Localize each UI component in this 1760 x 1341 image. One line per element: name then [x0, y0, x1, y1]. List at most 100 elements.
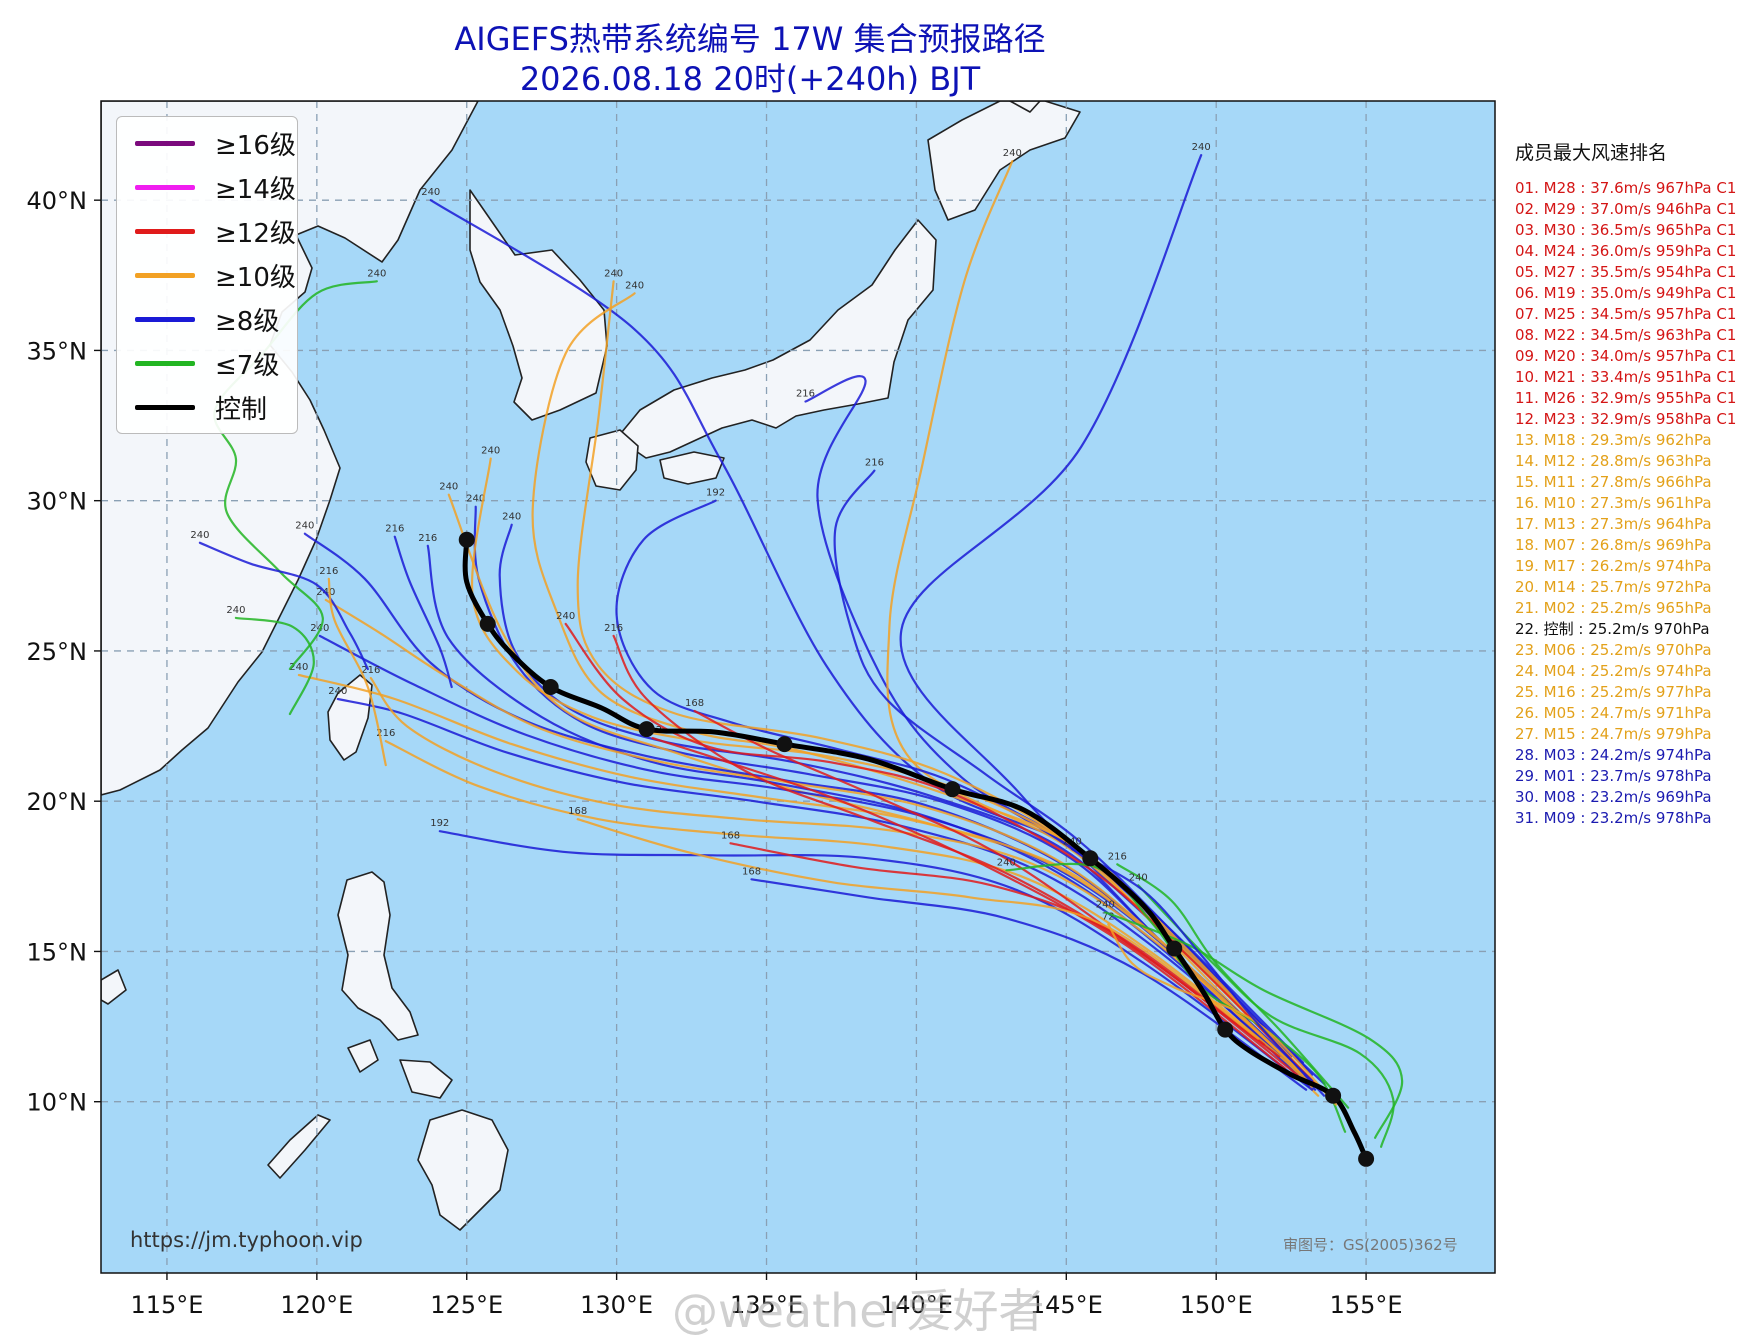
control-track-line: [462, 537, 1369, 1162]
ensemble-track-line: [833, 469, 1293, 1058]
lon-tick-label: 125°E: [430, 1291, 503, 1319]
ranking-item: 16. M10 : 27.3m/s 961hPa: [1515, 494, 1712, 512]
chart-title: AIGEFS热带系统编号 17W 集合预报路径: [454, 20, 1046, 58]
legend-label: ≥8级: [215, 307, 280, 337]
legend-item-lev7: ≤7级: [127, 343, 297, 383]
source-url: https://jm.typhoon.vip: [130, 1228, 363, 1252]
control-track-marker: [944, 781, 961, 798]
ensemble-track-line: [336, 697, 1314, 1085]
ocean: [101, 101, 1495, 1273]
legend-label: ≥14级: [215, 175, 296, 205]
lat-tick-label: 30°N: [27, 488, 88, 516]
ranking-item: 27. M15 : 24.7m/s 979hPa: [1515, 725, 1712, 743]
legend-label: 控制: [215, 395, 268, 425]
map-frame: [100, 100, 1496, 1274]
lat-tick-label: 25°N: [27, 638, 88, 666]
ensemble-track-line: [384, 740, 1311, 1082]
legend-item-lev14: ≥14级: [127, 167, 297, 207]
ensemble-track-line: [1071, 848, 1326, 1097]
legend-item-lev10: ≥10级: [127, 255, 297, 295]
lon-tick-label: 120°E: [280, 1291, 353, 1319]
control-track-marker: [458, 531, 475, 548]
track-end-hour-label: 240: [997, 857, 1016, 868]
track-end-hour-label: 240: [226, 605, 245, 616]
track-end-hour-label: 240: [421, 187, 440, 198]
chart-subtitle: 2026.08.18 20时(+240h) BJT: [519, 60, 981, 98]
control-track-marker: [1358, 1150, 1375, 1167]
track-end-hour-label: 240: [556, 611, 575, 622]
ensemble-track-line: [369, 676, 1305, 1076]
track-end-hour-label: 240: [625, 280, 644, 291]
ranking-item: 21. M02 : 25.2m/s 965hPa: [1515, 599, 1712, 617]
track-end-hour-label: 240: [502, 512, 521, 523]
ensemble-track-line: [1104, 911, 1404, 1139]
ensemble-track-line: [1116, 863, 1350, 1109]
ranking-item: 03. M30 : 36.5m/s 965hPa C1: [1515, 221, 1737, 239]
track-end-hour-label: 240: [481, 446, 500, 457]
lon-tick-label: 130°E: [580, 1291, 653, 1319]
ranking-item: 17. M13 : 27.3m/s 964hPa: [1515, 515, 1712, 533]
lon-tick-label: 135°E: [730, 1291, 803, 1319]
legend-item-lev8: ≥8级: [127, 299, 297, 339]
ranking-item: 26. M05 : 24.7m/s 971hPa: [1515, 704, 1712, 722]
legend-swatch: [135, 185, 195, 190]
lon-tick-label: 150°E: [1180, 1291, 1253, 1319]
legend: ≥16级 ≥14级 ≥12级 ≥10级 ≥8级 ≤7级 控制: [116, 116, 298, 434]
control-track-marker: [638, 721, 655, 738]
track-end-hour-label: 240: [367, 268, 386, 279]
philippines-luzon: [337, 871, 419, 1041]
japan-kyushu: [585, 429, 639, 491]
ranking-item: 01. M28 : 37.6m/s 967hPa C1: [1515, 179, 1737, 197]
lon-tick-label: 140°E: [880, 1291, 953, 1319]
philippines-visayas: [399, 1059, 453, 1099]
ranking-item: 24. M04 : 25.2m/s 974hPa: [1515, 662, 1712, 680]
mindoro: [347, 1039, 379, 1073]
lat-tick-label: 20°N: [27, 788, 88, 816]
ensemble-track-line: [438, 830, 1314, 1091]
track-end-hour-label: 240: [439, 482, 458, 493]
track-end-hour-label: 240: [328, 686, 347, 697]
lat-tick-label: 35°N: [27, 337, 88, 365]
track-end-hour-label: 216: [418, 533, 437, 544]
ranking-item: 13. M18 : 29.3m/s 962hPa: [1515, 431, 1712, 449]
ranking-list: 01. M28 : 37.6m/s 967hPa C1 02. M29 : 37.…: [1515, 178, 1736, 829]
japan-shikoku: [659, 451, 725, 485]
ensemble-track-line: [729, 842, 1266, 1046]
legend-swatch: [135, 405, 195, 410]
track-end-hour-label: 240: [1192, 142, 1211, 153]
legend-item-lev12: ≥12级: [127, 211, 297, 251]
legend-swatch: [135, 229, 195, 234]
ranking-item: 15. M11 : 27.8m/s 966hPa: [1515, 473, 1712, 491]
ranking-item: 06. M19 : 35.0m/s 949hPa C1: [1515, 284, 1737, 302]
track-end-hour-label: 216: [361, 665, 380, 676]
legend-label: ≤7级: [215, 351, 280, 381]
ranking-item: 04. M24 : 36.0m/s 959hPa C1: [1515, 242, 1737, 260]
ensemble-track-line: [234, 616, 315, 716]
track-end-hour-label: 216: [385, 524, 404, 535]
sakhalin: [1009, 101, 1041, 113]
korea-peninsula: [469, 189, 608, 421]
track-end-hour-label: 168: [721, 830, 740, 841]
ensemble-track-line: [1107, 923, 1338, 1106]
control-track-marker: [1082, 850, 1099, 867]
ranking-title: 成员最大风速排名: [1515, 142, 1668, 164]
track-end-hour-label: 168: [568, 806, 587, 817]
control-track-marker: [1325, 1087, 1342, 1104]
control-track-marker: [1166, 940, 1183, 957]
ensemble-track-line: [576, 818, 1260, 1040]
track-end-hour-label: 216: [319, 566, 338, 577]
ranking-item: 20. M14 : 25.7m/s 972hPa: [1515, 578, 1712, 596]
hainan: [101, 969, 127, 1005]
ranking-item: 09. M20 : 34.0m/s 957hPa C1: [1515, 347, 1737, 365]
ranking-item: 23. M06 : 25.2m/s 970hPa: [1515, 641, 1712, 659]
control-track-marker: [479, 615, 496, 632]
lon-tick-label: 155°E: [1330, 1291, 1403, 1319]
legend-swatch: [135, 141, 195, 146]
lon-tick-label: 145°E: [1030, 1291, 1103, 1319]
ranking-item: 19. M17 : 26.2m/s 974hPa: [1515, 557, 1712, 575]
ensemble-track-line: [564, 622, 1317, 1085]
palawan: [267, 1114, 331, 1179]
ranking-item: 12. M23 : 32.9m/s 958hPa C1: [1515, 410, 1737, 428]
philippines-mindanao: [417, 1109, 509, 1231]
